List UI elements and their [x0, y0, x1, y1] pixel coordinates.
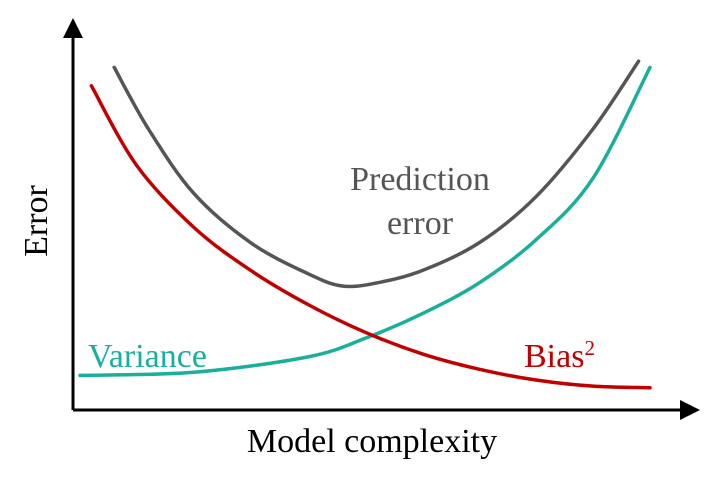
y-axis-arrow-icon — [63, 18, 83, 38]
series-group — [78, 59, 652, 390]
series-label-prediction-error-line2: error — [387, 205, 454, 242]
x-axis-title: Model complexity — [247, 423, 497, 460]
series-label-variance: Variance — [88, 338, 207, 375]
series-line-variance — [78, 65, 652, 378]
series-line-bias — [89, 84, 652, 390]
series-label-bias: Bias2 — [524, 336, 595, 375]
series-line-prediction-error — [112, 59, 641, 289]
series-label-bias-superscript: 2 — [584, 336, 595, 360]
y-axis-title: Error — [18, 184, 55, 256]
series-label-prediction-error-line1: Prediction — [350, 161, 490, 198]
series-label-bias-text: Bias — [524, 338, 584, 375]
x-axis-arrow-icon — [680, 400, 700, 420]
